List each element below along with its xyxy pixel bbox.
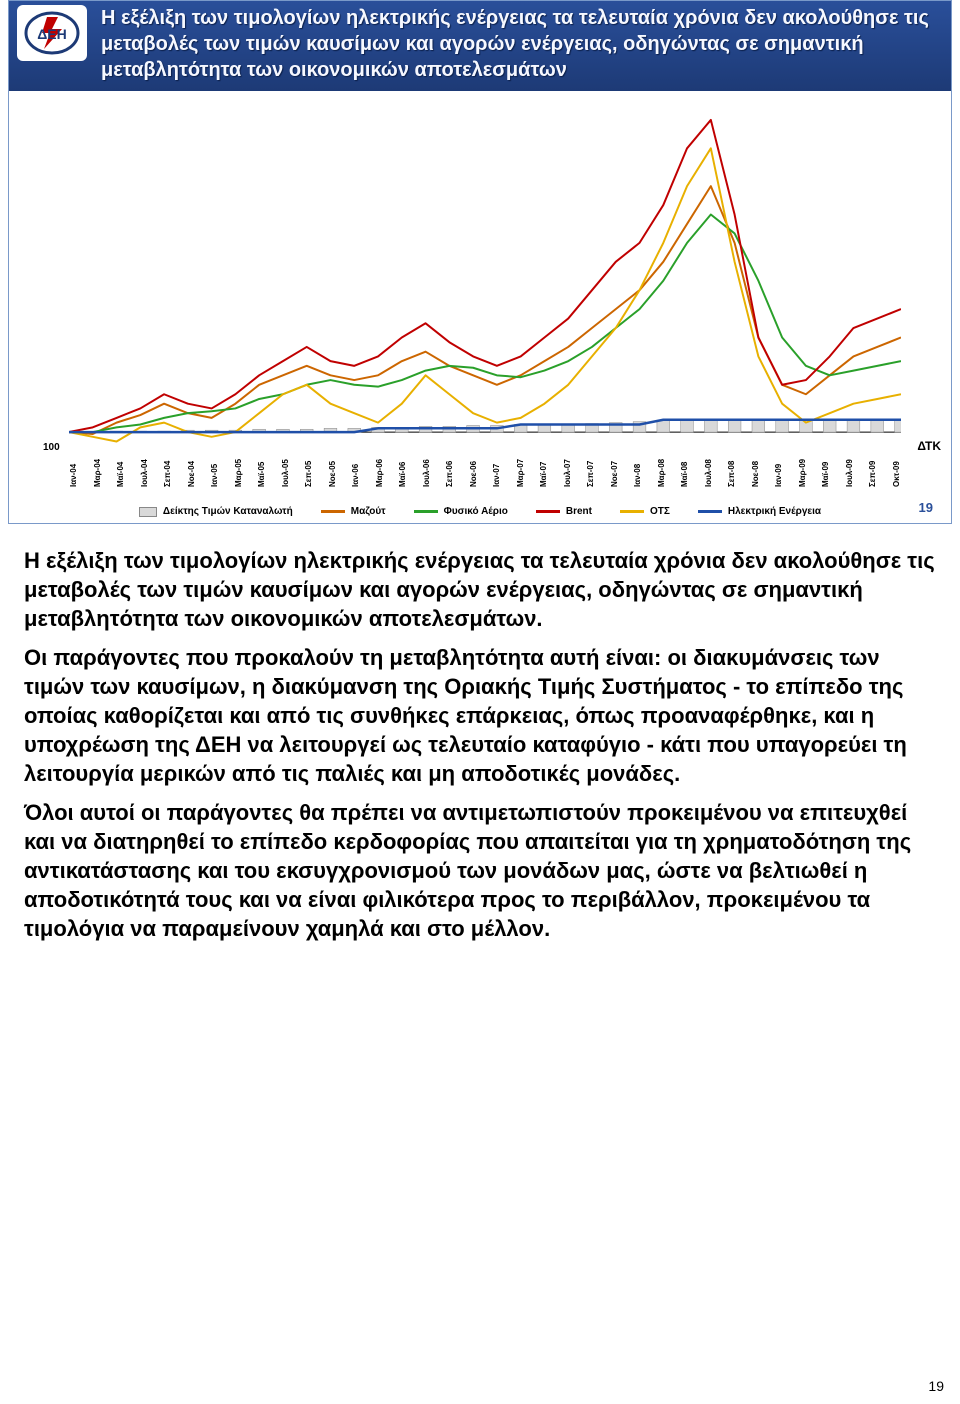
- x-tick-label: Μαρ-06: [375, 453, 384, 487]
- x-tick-label: Νοε-08: [751, 453, 760, 487]
- legend-label: Δείκτης Τιμών Καταναλωτή: [163, 506, 293, 517]
- x-tick-label: Σεπ-07: [586, 453, 595, 487]
- logo-text: ΔΕΗ: [37, 26, 67, 42]
- chart-legend: Δείκτης Τιμών Καταναλωτή Μαζούτ Φυσικό Α…: [9, 506, 951, 517]
- x-tick-label: Νοε-07: [610, 453, 619, 487]
- x-tick-label: Μαρ-07: [516, 453, 525, 487]
- x-tick-label: Ιαν-05: [210, 453, 219, 487]
- x-tick-label: Σεπ-09: [868, 453, 877, 487]
- x-tick-label: Μαρ-04: [93, 453, 102, 487]
- x-tick-label: Σεπ-05: [304, 453, 313, 487]
- x-tick-label: Σεπ-04: [163, 453, 172, 487]
- legend-swatch-line: [414, 510, 438, 513]
- legend-item-brent: Brent: [536, 506, 592, 517]
- x-tick-label: Ιαν-08: [633, 453, 642, 487]
- legend-label: Μαζούτ: [351, 506, 386, 517]
- x-tick-label: Νοε-04: [187, 453, 196, 487]
- legend-label: Φυσικό Αέριο: [444, 506, 508, 517]
- legend-swatch-line: [698, 510, 722, 513]
- x-tick-label: Σεπ-06: [445, 453, 454, 487]
- slide-header: ΔΕΗ Η εξέλιξη των τιμολογίων ηλεκτρικής …: [9, 1, 951, 91]
- x-tick-label: Μαϊ-09: [821, 453, 830, 487]
- x-tick-label: Ιουλ-04: [140, 453, 149, 487]
- x-tick-label: Μαρ-08: [657, 453, 666, 487]
- legend-item-ots: ΟΤΣ: [620, 506, 670, 517]
- body-paragraph-1: Η εξέλιξη των τιμολογίων ηλεκτρικής ενέρ…: [24, 546, 936, 633]
- slide-number: 19: [919, 500, 933, 515]
- x-tick-label: Ιουλ-06: [422, 453, 431, 487]
- company-logo: ΔΕΗ: [17, 5, 87, 61]
- x-tick-label: Ιουλ-05: [281, 453, 290, 487]
- x-tick-label: Μαϊ-05: [257, 453, 266, 487]
- x-tick-label: Νοε-05: [328, 453, 337, 487]
- x-tick-label: Ιαν-09: [774, 453, 783, 487]
- x-tick-label: Ιουλ-07: [563, 453, 572, 487]
- x-tick-label: Μαρ-09: [798, 453, 807, 487]
- legend-item-electric: Ηλεκτρική Ενέργεια: [698, 506, 821, 517]
- x-tick-label: Μαϊ-08: [680, 453, 689, 487]
- legend-item-mazout: Μαζούτ: [321, 506, 386, 517]
- x-tick-label: Μαϊ-06: [398, 453, 407, 487]
- x-tick-label: Μαρ-05: [234, 453, 243, 487]
- chart-plot: [69, 101, 901, 451]
- legend-swatch-line: [620, 510, 644, 513]
- x-tick-label: Ιαν-04: [69, 453, 78, 487]
- legend-item-dtk: Δείκτης Τιμών Καταναλωτή: [139, 506, 293, 517]
- chart-area: 100 ΔΤΚ Ιαν-04 Μαρ-04 Μαϊ-04 Ιουλ-04 Σεπ-04 Ν…: [9, 91, 951, 523]
- legend-swatch-line: [536, 510, 560, 513]
- x-tick-label: Ιαν-06: [351, 453, 360, 487]
- x-tick-label: Μαϊ-04: [116, 453, 125, 487]
- x-tick-label: Νοε-06: [469, 453, 478, 487]
- x-tick-label: Ιουλ-08: [704, 453, 713, 487]
- legend-label: Ηλεκτρική Ενέργεια: [728, 506, 821, 517]
- body-paragraph-3: Όλοι αυτοί οι παράγοντες θα πρέπει να αν…: [24, 798, 936, 943]
- x-axis-ticks: Ιαν-04 Μαρ-04 Μαϊ-04 Ιουλ-04 Σεπ-04 Νοε-04 Ιαν…: [69, 453, 901, 487]
- legend-item-gas: Φυσικό Αέριο: [414, 506, 508, 517]
- x-tick-label: Σεπ-08: [727, 453, 736, 487]
- legend-swatch-bar: [139, 507, 157, 517]
- x-tick-label: Οκτ-09: [892, 453, 901, 487]
- dtk-right-label: ΔΤΚ: [917, 439, 941, 453]
- y-baseline-label: 100: [43, 442, 60, 453]
- slide-container: ΔΕΗ Η εξέλιξη των τιμολογίων ηλεκτρικής …: [8, 0, 952, 524]
- body-paragraph-2: Οι παράγοντες που προκαλούν τη μεταβλητό…: [24, 643, 936, 788]
- legend-swatch-line: [321, 510, 345, 513]
- legend-label: Brent: [566, 506, 592, 517]
- legend-label: ΟΤΣ: [650, 506, 670, 517]
- x-tick-label: Μαϊ-07: [539, 453, 548, 487]
- x-tick-label: Ιαν-07: [492, 453, 501, 487]
- slide-title: Η εξέλιξη των τιμολογίων ηλεκτρικής ενέρ…: [101, 5, 943, 83]
- x-tick-label: Ιουλ-09: [845, 453, 854, 487]
- page-number: 19: [928, 1378, 944, 1394]
- body-text: Η εξέλιξη των τιμολογίων ηλεκτρικής ενέρ…: [0, 532, 960, 943]
